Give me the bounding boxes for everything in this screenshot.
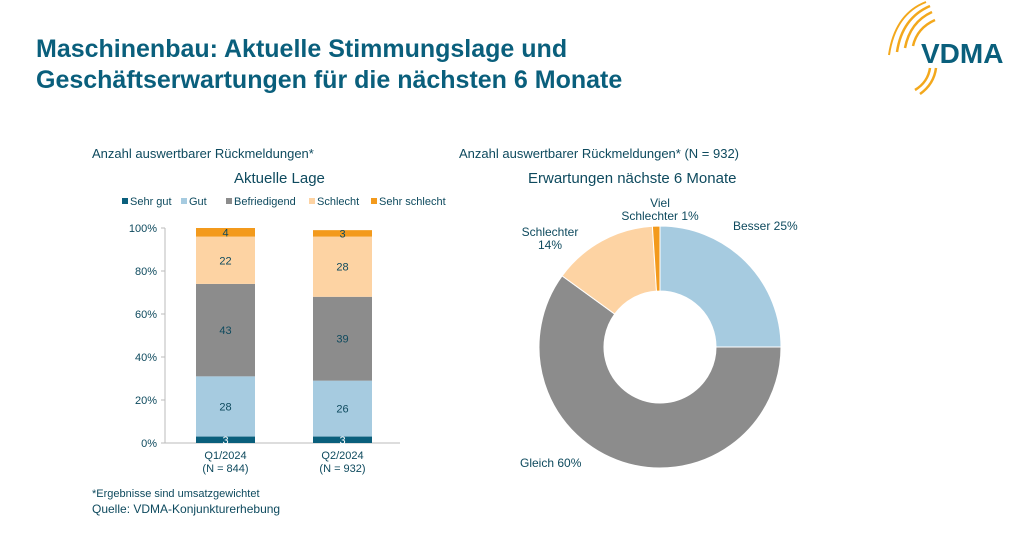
data-label: 28 (336, 262, 348, 274)
donut-slice (538, 275, 782, 469)
donut-slice (659, 225, 782, 348)
bar-segment-gut (196, 376, 255, 437)
legend-label: Sehr gut (130, 196, 172, 208)
data-label: 22 (219, 255, 231, 267)
data-label: 28 (219, 401, 231, 413)
slide-title: Maschinenbau: Aktuelle Stimmungslage und… (36, 34, 622, 96)
source: Quelle: VDMA-Konjunkturerhebung (92, 502, 281, 516)
slice-label: Schlechter (522, 225, 579, 239)
bar-segment-sehr-gut (196, 436, 255, 443)
bar-segment-sehr-schlecht (313, 230, 372, 237)
y-tick-label: 40% (135, 352, 157, 364)
bar-segment-sehr-schlecht (196, 228, 255, 237)
legend-swatch (371, 198, 377, 204)
slice-label: Viel (650, 196, 670, 210)
legend-label: Befriedigend (234, 196, 296, 208)
legend-swatch (122, 198, 128, 204)
bar-segment-gut (313, 380, 372, 437)
donut-subtitle: Anzahl auswertbarer Rückmeldungen* (N = … (459, 146, 740, 161)
data-label: 3 (222, 435, 228, 447)
bar-segment-schlecht (313, 236, 372, 297)
data-label: 43 (219, 325, 231, 337)
legend-label: Sehr schlecht (379, 196, 446, 208)
data-label: 3 (339, 435, 345, 447)
vdma-logo: VDMA (888, 1, 1003, 96)
data-label: 39 (336, 334, 348, 346)
y-tick-label: 20% (135, 395, 157, 407)
bar-title: Aktuelle Lage (234, 170, 325, 187)
legend-swatch (181, 198, 187, 204)
footnote: *Ergebnisse sind umsatzgewichtet (92, 488, 260, 500)
donut-title: Erwartungen nächste 6 Monate (528, 170, 737, 187)
y-tick-label: 80% (135, 266, 157, 278)
title-line-2: Geschäftserwartungen für die nächsten 6 … (36, 66, 623, 94)
donut-slice (651, 225, 661, 292)
bar-subtitle: Anzahl auswertbarer Rückmeldungen* (92, 146, 314, 161)
bar-segment-schlecht (196, 236, 255, 284)
data-label: 26 (336, 404, 348, 416)
data-label: 4 (222, 227, 228, 239)
y-tick-label: 100% (129, 223, 157, 235)
x-tick-sublabel: (N = 932) (319, 463, 365, 475)
slice-label: Gleich 60% (520, 456, 582, 470)
legend-label: Gut (189, 196, 207, 208)
title-line-1: Maschinenbau: Aktuelle Stimmungslage und (36, 35, 568, 63)
x-tick-label: Q2/2024 (321, 450, 363, 462)
logo-text: VDMA (921, 38, 1003, 69)
bar-segment-sehr-gut (313, 436, 372, 443)
legend-swatch (226, 198, 232, 204)
slice-label: Schlechter 1% (621, 209, 699, 223)
bar-segment-befriedigend (196, 283, 255, 377)
slice-label: Besser 25% (733, 219, 798, 233)
x-tick-sublabel: (N = 844) (202, 463, 248, 475)
slice-label: 14% (538, 238, 562, 252)
legend-swatch (309, 198, 315, 204)
legend-label: Schlecht (317, 196, 359, 208)
y-tick-label: 0% (141, 438, 157, 450)
bar-segment-befriedigend (313, 296, 372, 381)
data-label: 3 (339, 228, 345, 240)
x-tick-label: Q1/2024 (204, 450, 246, 462)
y-tick-label: 60% (135, 309, 157, 321)
